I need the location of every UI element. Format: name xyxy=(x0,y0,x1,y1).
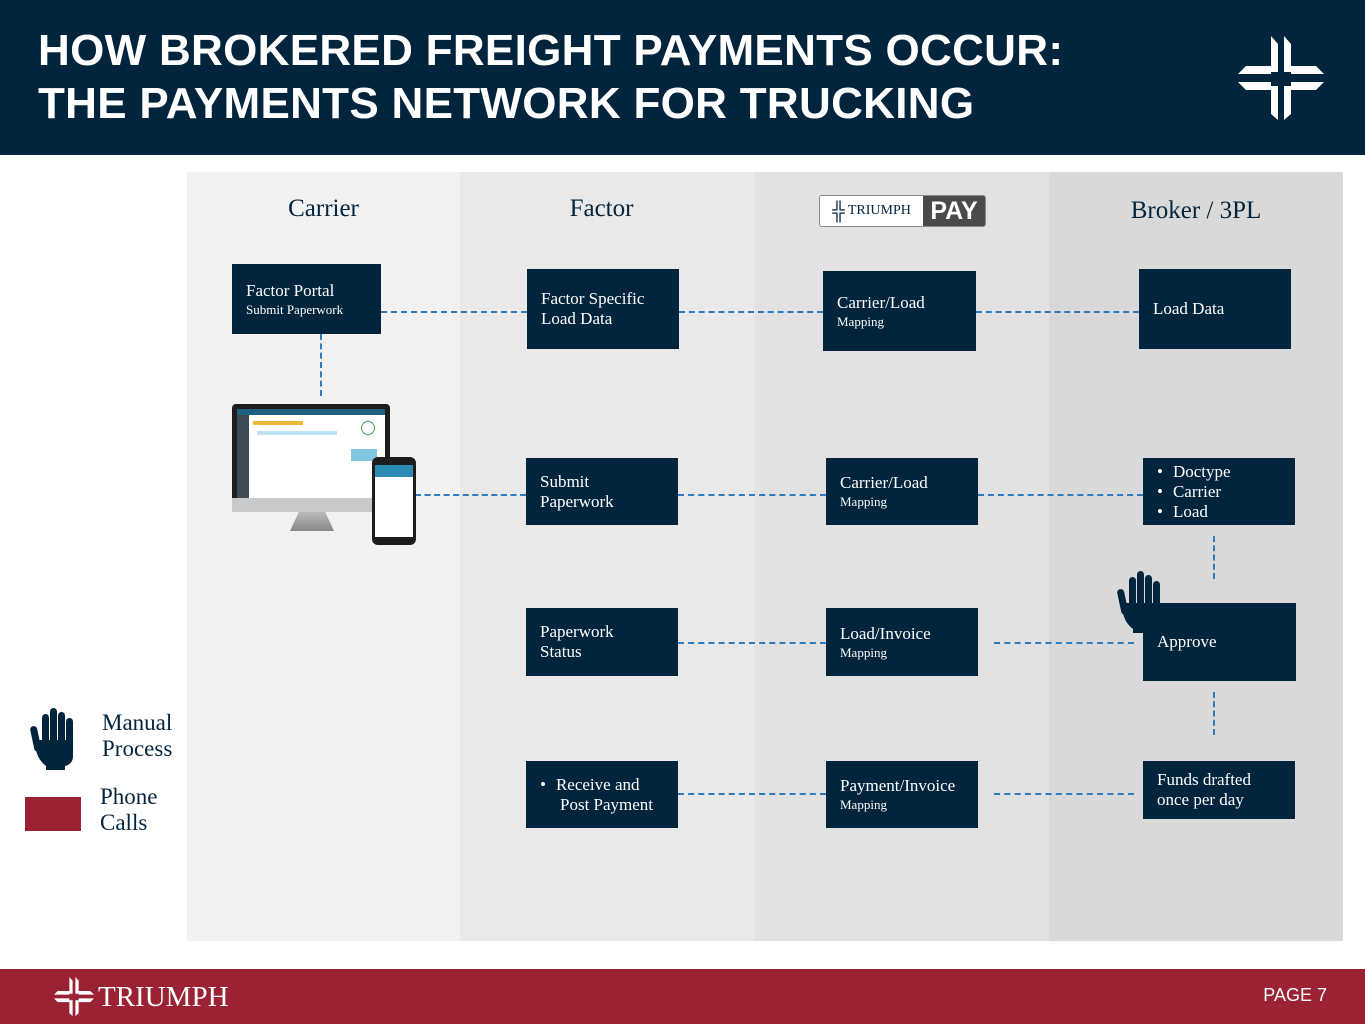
legend-phone-calls: Phone Calls xyxy=(100,784,158,835)
connector xyxy=(1213,536,1215,579)
box-title: Load Data xyxy=(1153,299,1225,318)
triumph-cross-icon xyxy=(1238,36,1324,120)
approve-box: Approve xyxy=(1143,603,1296,681)
connector xyxy=(381,311,527,313)
connector xyxy=(678,642,826,644)
box-title: Carrier/Load xyxy=(840,473,928,492)
factor-portal-box: Factor Portal Submit Paperwork xyxy=(232,264,381,334)
list-item: Carrier xyxy=(1157,482,1281,502)
list-item: Doctype xyxy=(1157,462,1281,482)
legend-manual-process: Manual Process xyxy=(102,710,173,761)
load-data-box: Load Data xyxy=(1139,269,1291,349)
pay-label: PAY xyxy=(923,196,985,226)
desktop-monitor-illustration xyxy=(232,404,390,512)
footer-brand: TRIUMPH xyxy=(98,980,229,1013)
carrier-load-mapping-box: Carrier/Load Mapping xyxy=(823,271,976,351)
funds-drafted-box: Funds drafted once per day xyxy=(1143,761,1295,819)
triumph-pay-logo: ╬ TRIUMPH PAY xyxy=(819,195,986,227)
triumph-brand: TRIUMPH xyxy=(847,203,911,218)
box-subtitle: Mapping xyxy=(840,494,887,509)
title-line-1: HOW BROKERED FREIGHT PAYMENTS OCCUR: xyxy=(38,26,1064,75)
box-subtitle: Submit Paperwork xyxy=(246,301,344,317)
box-title: Approve xyxy=(1157,632,1217,651)
box-title: Carrier/Load xyxy=(837,292,925,312)
phone-calls-swatch xyxy=(25,797,81,831)
box-title: Funds drafted once per day xyxy=(1157,770,1251,809)
carrier-load-mapping-box-2: Carrier/Load Mapping xyxy=(826,458,978,525)
receive-payment-box: Receive and Post Payment xyxy=(526,761,678,828)
title-line-2: THE PAYMENTS NETWORK FOR TRUCKING xyxy=(38,79,975,128)
footer-logo: TRIUMPH xyxy=(54,977,229,1017)
connector xyxy=(978,494,1143,496)
connector xyxy=(994,642,1134,644)
connector xyxy=(415,494,526,496)
paperwork-status-box: Paperwork Status xyxy=(526,608,678,676)
broker-heading: Broker / 3PL xyxy=(1130,197,1262,224)
broker-checks-box: DoctypeCarrierLoad xyxy=(1143,458,1295,525)
factor-specific-box: Factor Specific Load Data xyxy=(527,269,679,349)
box-subtitle: Mapping xyxy=(840,644,887,660)
mobile-phone-illustration xyxy=(372,457,416,545)
box-title: Paperwork Status xyxy=(540,622,614,661)
connector xyxy=(678,793,826,795)
connector xyxy=(976,311,1139,313)
box-title: Payment/Invoice xyxy=(840,776,956,795)
footer-bar: TRIUMPH xyxy=(0,969,1365,1024)
triumph-cross-icon xyxy=(54,977,94,1017)
connector xyxy=(679,311,823,313)
box-subtitle: Mapping xyxy=(840,797,887,812)
manual-process-hand-icon xyxy=(30,708,73,770)
page-title: HOW BROKERED FREIGHT PAYMENTS OCCUR: THE … xyxy=(38,24,1063,130)
page-number: PAGE 7 xyxy=(1263,985,1327,1005)
box-subtitle: Mapping xyxy=(837,313,884,329)
box-title: Load/Invoice xyxy=(840,623,931,643)
connector xyxy=(320,334,322,396)
triumph-cross-icon: ╬ xyxy=(832,200,845,221)
connector xyxy=(994,793,1134,795)
factor-heading: Factor xyxy=(569,195,634,222)
connector xyxy=(1213,692,1215,735)
payment-invoice-mapping-box: Payment/Invoice Mapping xyxy=(826,761,978,828)
hand-icon xyxy=(1117,571,1160,633)
box-title: Submit Paperwork xyxy=(540,471,614,511)
list-item: Load xyxy=(1157,502,1281,522)
submit-paperwork-box: Submit Paperwork xyxy=(526,458,678,525)
list-item: Receive and Post Payment xyxy=(540,775,664,815)
header-bar: HOW BROKERED FREIGHT PAYMENTS OCCUR: THE … xyxy=(0,0,1365,155)
monitor-stand xyxy=(290,512,334,531)
carrier-heading: Carrier xyxy=(288,195,359,222)
box-title: Factor Specific Load Data xyxy=(541,289,645,328)
box-title: Factor Portal xyxy=(246,280,335,300)
connector xyxy=(678,494,826,496)
load-invoice-mapping-box: Load/Invoice Mapping xyxy=(826,608,978,676)
